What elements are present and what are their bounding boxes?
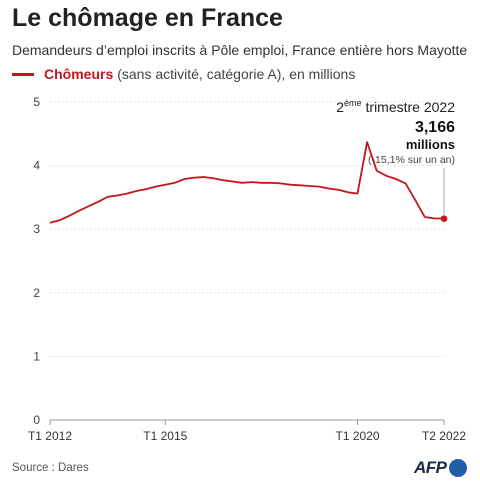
x-tick-label: T2 2022 (422, 429, 466, 443)
chart-grid (50, 101, 444, 421)
y-tick-label: 5 (33, 95, 40, 109)
annotation-layer: 2ème trimestre 2022 3,166 millions (-15,1… (336, 98, 455, 166)
afp-logo-text: AFP (414, 458, 447, 477)
annotation-value: 3,166 (415, 119, 455, 136)
annotation-period-superscript: ème (344, 98, 362, 108)
x-tick-label: T1 2020 (335, 429, 379, 443)
annotation-period-rest: trimestre 2022 (366, 99, 456, 115)
source-note: Source : Dares (12, 462, 89, 474)
afp-logo: AFP (414, 458, 467, 478)
y-tick-label: 0 (33, 413, 40, 427)
y-tick-label: 3 (33, 222, 40, 236)
y-axis: 0 1 2 3 4 5 (33, 95, 40, 427)
afp-logo-dot (448, 459, 467, 477)
x-tick-label: T1 2012 (28, 429, 72, 443)
y-tick-label: 4 (33, 159, 40, 173)
last-point-marker (440, 215, 448, 222)
series-layer (49, 141, 448, 224)
y-tick-label: 2 (33, 286, 40, 300)
legend-series-name: Chômeurs (44, 66, 114, 82)
annotation-period: 2ème trimestre 2022 (336, 98, 455, 115)
series-line-chomeurs (49, 141, 445, 224)
chart-subtitle: Demandeurs d’emploi inscrits à Pôle empl… (12, 42, 468, 58)
annotation-unit: millions (406, 137, 455, 152)
legend-series-description: (sans activité, catégorie A), en million… (117, 66, 356, 82)
annotation-change: (-15,1% sur un an) (368, 154, 455, 166)
legend-swatch (12, 72, 34, 76)
chart-title: Le chômage en France (12, 4, 283, 32)
annotation-period-number: 2 (336, 99, 344, 115)
y-tick-label: 1 (33, 349, 40, 363)
legend: Chômeurs (sans activité, catégorie A), e… (12, 66, 355, 82)
x-axis: T1 2012 T1 2015 T1 2020 T2 2022 (28, 420, 466, 443)
x-tick-label: T1 2015 (143, 429, 187, 443)
